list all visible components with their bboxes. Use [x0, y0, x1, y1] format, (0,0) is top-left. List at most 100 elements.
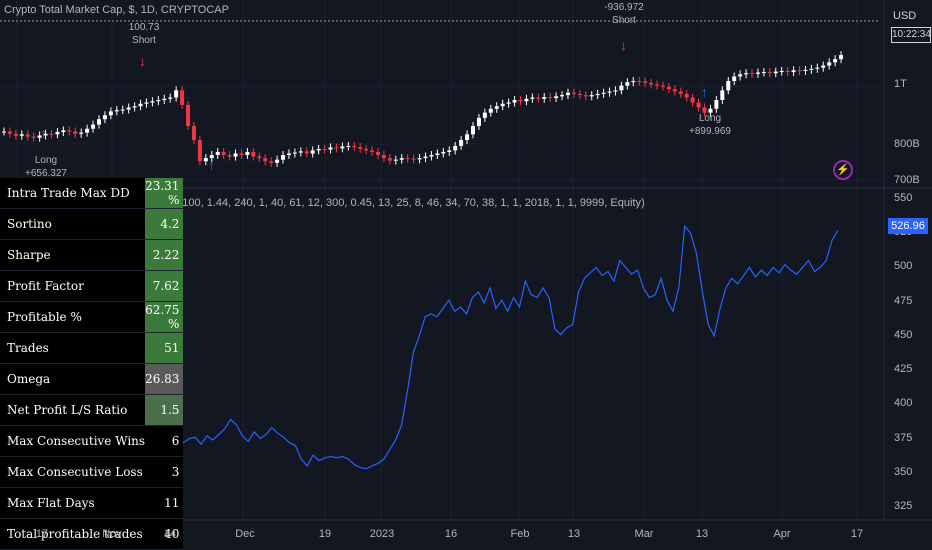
price-tick-label: 1T	[894, 78, 907, 90]
stat-name: Max Consecutive Loss	[0, 456, 146, 488]
candle-body	[625, 82, 630, 86]
candle-body	[619, 85, 624, 91]
candle-body	[476, 117, 481, 126]
equity-tick-label: 425	[894, 363, 913, 376]
time-tick-label: 17	[850, 528, 864, 540]
candle-body	[186, 104, 191, 126]
equity-last-value: 526.96	[888, 218, 928, 234]
candle-body	[263, 158, 268, 162]
candle-body	[744, 73, 749, 75]
candle-body	[560, 95, 565, 97]
candle-body	[714, 100, 719, 109]
candle-body	[381, 155, 386, 159]
candle-body	[536, 97, 541, 99]
time-tick-label: 19	[318, 528, 332, 540]
candle-body	[102, 115, 107, 120]
candle-body	[286, 153, 291, 155]
time-tick-label: 13	[695, 528, 709, 540]
time-tick-label: 2023	[369, 528, 395, 540]
equity-tick-label: 500	[894, 260, 913, 273]
candle-body	[470, 125, 475, 135]
chart-title: Crypto Total Market Cap, $, 1D, CRYPTOCA…	[4, 4, 229, 16]
candle-body	[168, 97, 173, 99]
candle-body	[245, 151, 250, 155]
equity-tick-label: 550	[894, 191, 913, 204]
candle-body	[429, 155, 434, 157]
candle-body	[773, 71, 778, 74]
candle-body	[150, 101, 155, 103]
candle-body	[465, 134, 470, 141]
currency-label[interactable]: USD	[893, 10, 917, 22]
candle-body	[411, 158, 416, 160]
candle-body	[370, 150, 375, 152]
stats-row: Omega 26.83	[0, 363, 184, 395]
equity-tick-label: 475	[894, 294, 913, 307]
candle-body	[601, 92, 606, 94]
stat-name: Profit Factor	[0, 270, 146, 302]
candle-body	[453, 145, 458, 151]
candle-body	[239, 153, 244, 155]
candle-body	[376, 151, 381, 155]
candle-body	[767, 72, 772, 74]
candle-body	[833, 59, 838, 63]
candle-body	[292, 152, 297, 154]
stats-row: Profitable % 62.75 %	[0, 301, 184, 333]
equity-tick-label: 450	[894, 328, 913, 341]
stat-name: Max Consecutive Wins	[0, 425, 146, 457]
candle-body	[447, 150, 452, 152]
price-tick-label: 800B	[894, 138, 920, 150]
lightning-icon[interactable]: ⚡	[833, 160, 853, 180]
stat-name: Profitable %	[0, 301, 146, 333]
candle-body	[738, 74, 743, 77]
candle-body	[197, 140, 202, 162]
candle-body	[785, 70, 790, 73]
candle-body	[506, 102, 511, 104]
candle-body	[233, 153, 238, 157]
candle-body	[750, 73, 755, 75]
long-signal-arrow: ↑	[40, 125, 47, 141]
equity-tick-label: 350	[894, 465, 913, 478]
countdown-badge: 10:22:34	[891, 27, 931, 43]
candle-body	[441, 151, 446, 154]
candle-body	[114, 110, 119, 112]
candle-body	[803, 69, 808, 71]
stat-name: Sharpe	[0, 239, 146, 271]
candle-body	[518, 100, 523, 102]
stat-value: 62.75 %	[145, 301, 184, 333]
stats-row: Max Flat Days 11	[0, 487, 184, 519]
candle-body	[132, 106, 137, 108]
candle-body	[595, 93, 600, 96]
candle-body	[637, 81, 642, 83]
candle-body	[755, 72, 760, 74]
price-tick-label: 700B	[894, 174, 920, 186]
candle-body	[423, 156, 428, 159]
candle-body	[821, 65, 826, 68]
stats-row: Profit Factor 7.62	[0, 270, 184, 302]
time-tick-label: Nov	[102, 528, 122, 540]
stat-name: Omega	[0, 363, 146, 395]
stat-value: 3	[145, 456, 184, 488]
candle-body	[583, 95, 588, 97]
candle-body	[174, 90, 179, 98]
stat-name: Total profitable trades	[0, 518, 146, 550]
long-signal-label: Long +899.969	[689, 113, 731, 137]
stat-value: 11	[145, 487, 184, 519]
candle-body	[571, 92, 576, 94]
stat-value: 23.31 %	[145, 178, 184, 209]
candle-body	[607, 91, 612, 93]
candle-body	[203, 158, 208, 162]
stat-value: 26.83	[145, 363, 184, 395]
candle-body	[251, 151, 256, 157]
candle-body	[524, 98, 529, 102]
candle-body	[25, 134, 30, 137]
short-signal-arrow: ↓	[620, 37, 627, 53]
stat-name: Trades	[0, 332, 146, 364]
stats-row: Trades 51	[0, 332, 184, 364]
candle-body	[779, 70, 784, 72]
candle-body	[328, 147, 333, 150]
short-signal-label: -936.972 Short	[604, 2, 644, 26]
candle-body	[79, 132, 84, 134]
candle-body	[126, 107, 131, 110]
short-signal-label: 100.73 Short	[128, 22, 160, 46]
